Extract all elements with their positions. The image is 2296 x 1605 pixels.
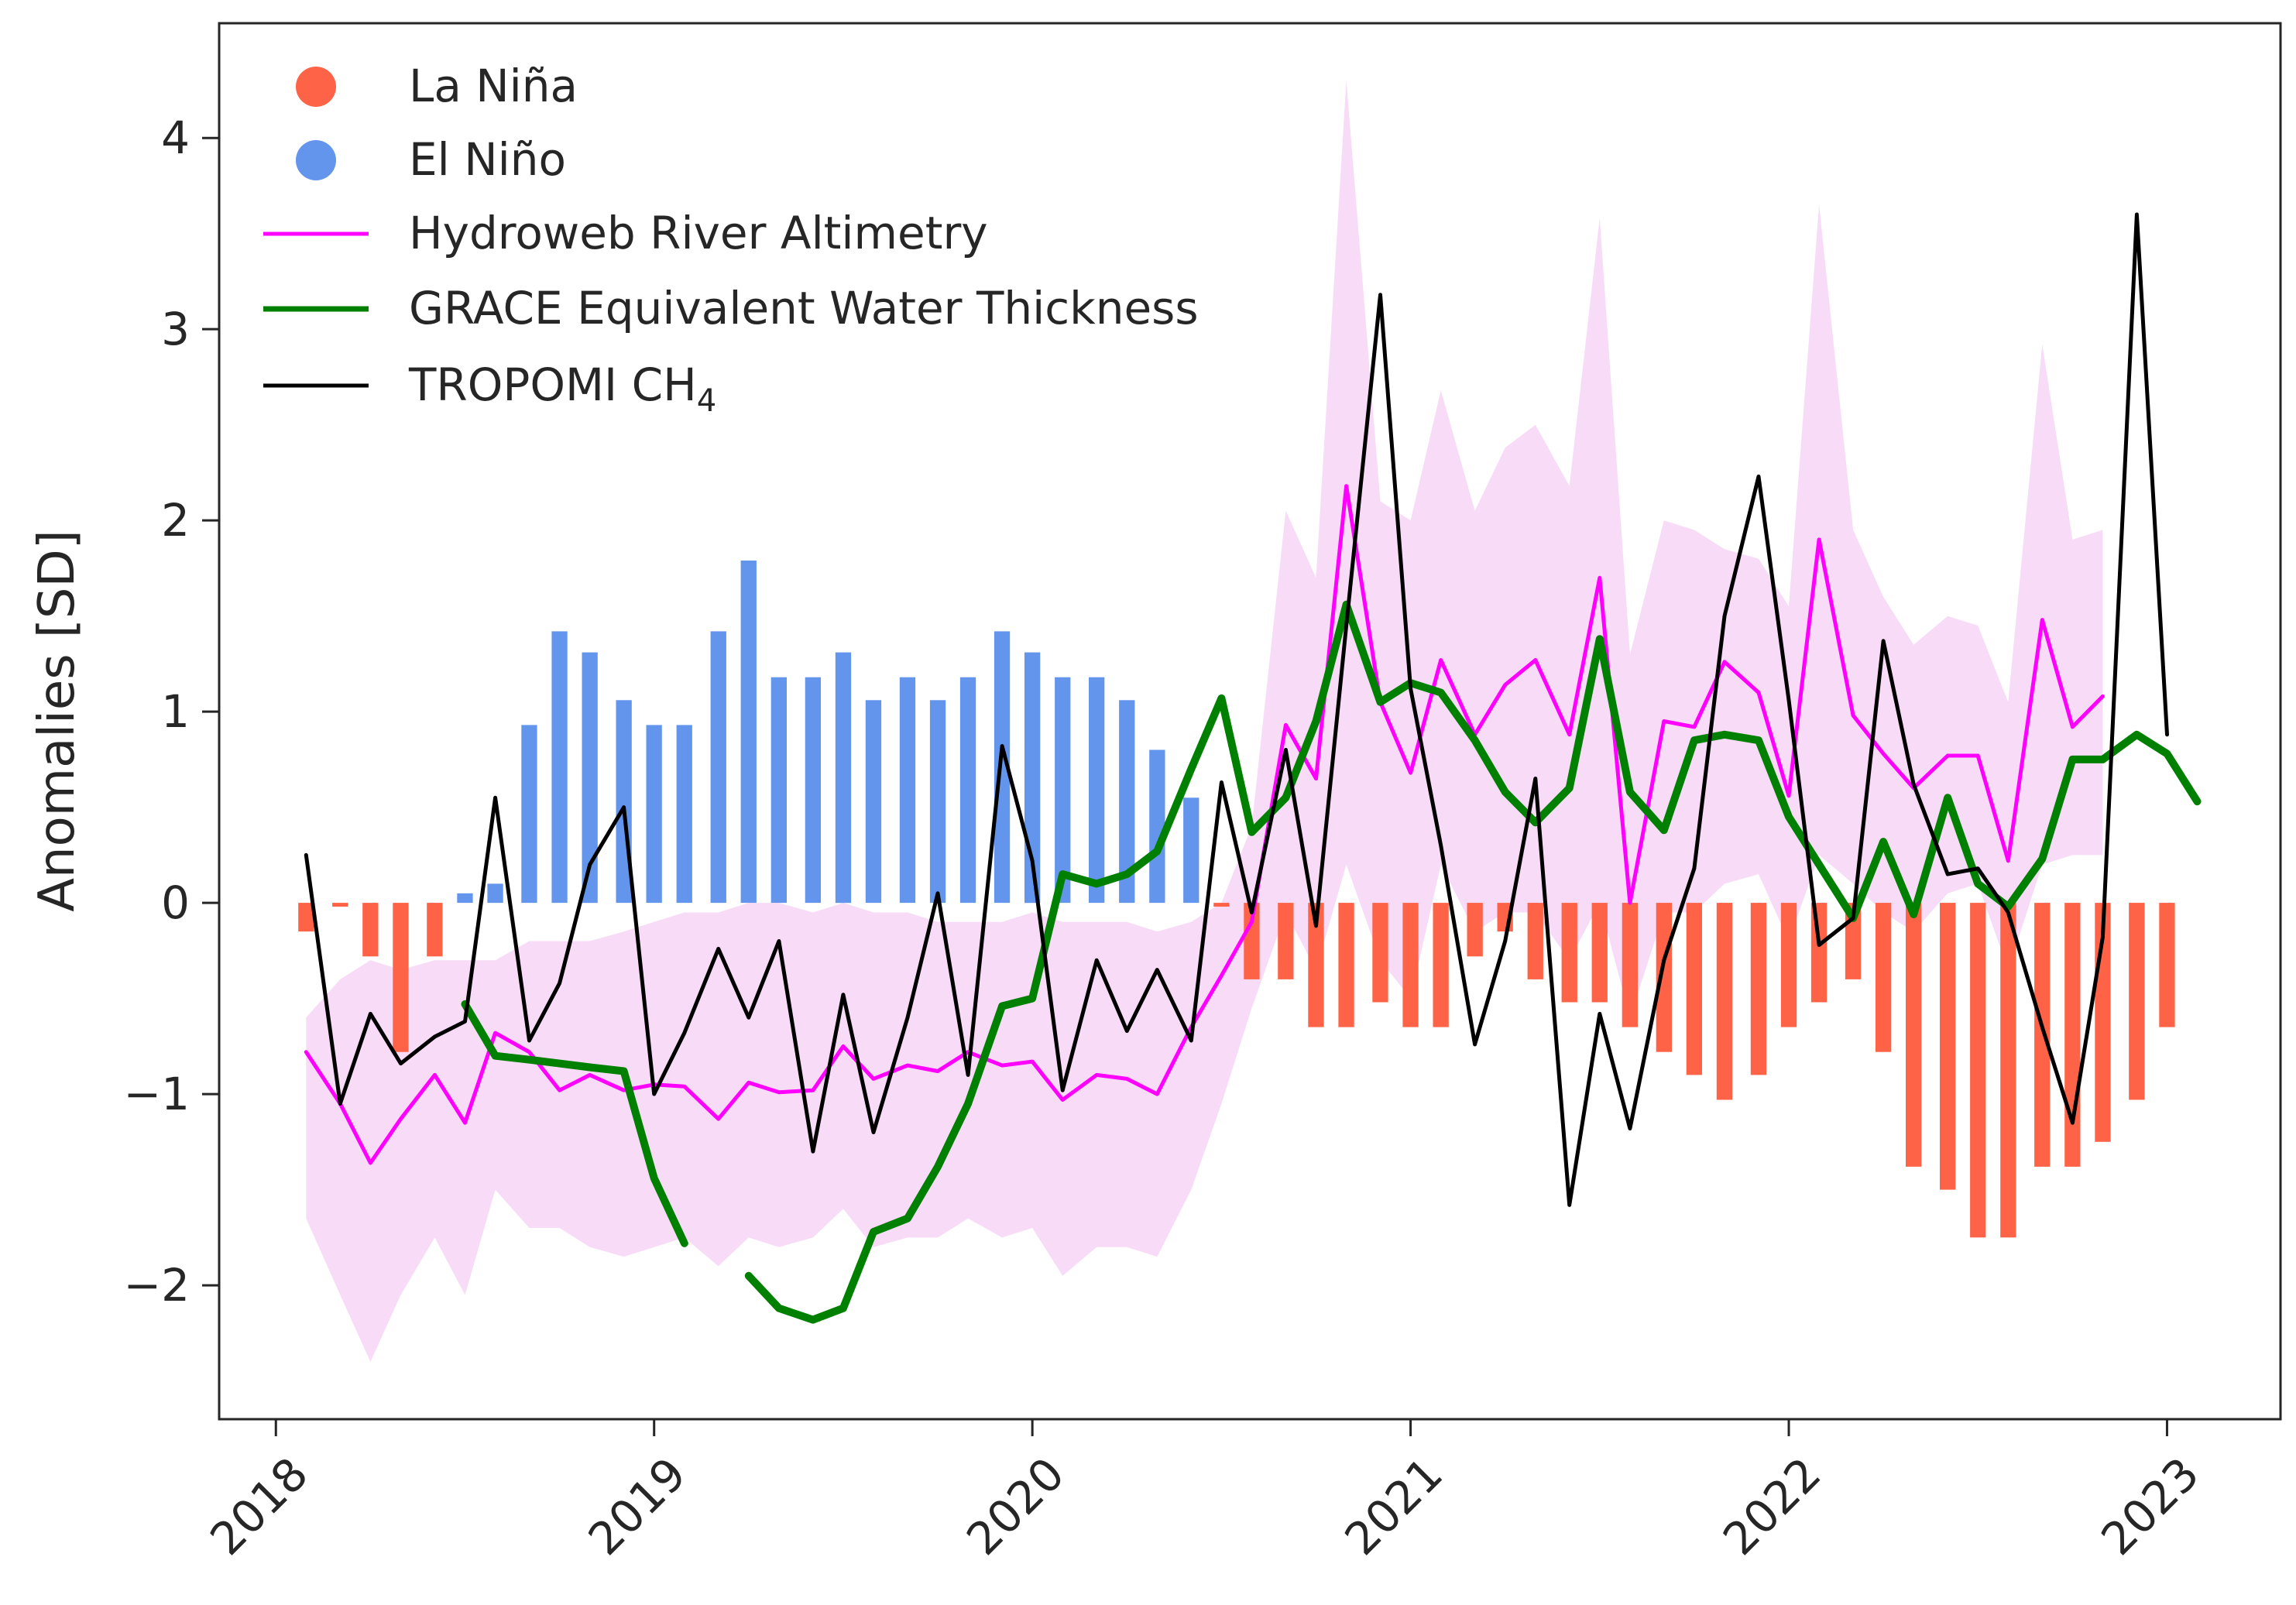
hydroweb-line	[304, 484, 2105, 1165]
la-nina-bar	[1527, 903, 1543, 979]
y-tick-label: 0	[161, 876, 190, 929]
la-nina-bar	[2159, 903, 2175, 1027]
la-nina-bar	[1244, 903, 1260, 979]
el-nino-bar	[646, 725, 662, 904]
la-nina-bar	[1591, 903, 1608, 1003]
la-nina-bar	[1372, 903, 1388, 1003]
la-nina-bar	[1622, 903, 1638, 1027]
el-nino-bar	[1149, 749, 1165, 904]
el-nino-bar	[835, 652, 852, 904]
la-nina-bar	[2000, 903, 2016, 1238]
legend-label-tropomi: TROPOMI CH4	[408, 358, 716, 419]
la-nina-bar	[298, 903, 314, 932]
el-nino-bar	[521, 725, 537, 904]
la-nina-bar	[1561, 903, 1577, 1003]
legend-marker-la-nina	[296, 67, 336, 107]
la-nina-bar	[1278, 903, 1294, 979]
y-tick-label: 3	[161, 303, 190, 355]
la-nina-bar	[2034, 903, 2051, 1167]
el-nino-bar	[487, 883, 503, 904]
el-nino-bar	[865, 700, 882, 904]
el-nino-bar	[929, 700, 946, 904]
y-axis-label: Anomalies [SD]	[29, 530, 86, 912]
y-tick-label: −2	[124, 1259, 190, 1312]
legend-marker-el-nino	[296, 140, 336, 180]
el-nino-bar	[994, 631, 1011, 904]
plot-frame	[218, 22, 2282, 1421]
el-nino-bar	[1183, 797, 1199, 904]
el-nino-bar	[551, 631, 568, 904]
el-nino-bar	[676, 725, 692, 904]
y-tick-label: 2	[161, 494, 190, 547]
la-nina-bar	[393, 903, 409, 1052]
y-tick-label: 1	[161, 685, 190, 738]
la-nina-bar	[1780, 903, 1797, 1027]
hydroweb-uncertainty-band-layer	[306, 81, 2103, 1362]
series-line-layer	[304, 212, 2202, 1324]
la-nina-bar	[1402, 903, 1419, 1027]
la-nina-bar	[1940, 903, 1956, 1190]
tropomi-line	[304, 212, 2169, 1207]
y-axis: −2 −1 0 1 2 3 4	[124, 111, 219, 1312]
la-nina-bar	[1750, 903, 1767, 1075]
hydroweb-band-0	[306, 81, 2103, 1362]
el-nino-bar	[959, 677, 976, 904]
el-nino-bar	[457, 893, 473, 904]
la-nina-bar	[1467, 903, 1483, 957]
el-nino-bar	[740, 561, 757, 904]
la-nina-bar	[1433, 903, 1449, 1027]
el-nino-bar	[770, 677, 787, 904]
legend-label-la-nina: La Niña	[409, 60, 578, 112]
legend-label-tropomi-subscript: 4	[697, 383, 716, 419]
enso-bar-layer	[298, 561, 2175, 1238]
y-tick-label: −1	[124, 1068, 190, 1120]
la-nina-bar	[1686, 903, 1702, 1075]
y-tick-label: 4	[161, 111, 190, 164]
la-nina-bar	[427, 903, 443, 957]
el-nino-bar	[899, 677, 916, 904]
legend-label-tropomi-text: TROPOMI CH	[408, 358, 697, 411]
el-nino-bar	[1055, 677, 1071, 904]
la-nina-bar	[1213, 903, 1230, 907]
la-nina-bar	[1338, 903, 1354, 1027]
la-nina-bar	[2064, 903, 2081, 1167]
la-nina-bar	[2129, 903, 2145, 1100]
el-nino-bar	[1119, 700, 1135, 904]
la-nina-bar	[1810, 903, 1828, 1003]
el-nino-bar	[1089, 677, 1105, 904]
legend: La Niña El Niño Hydroweb River Altimetry…	[263, 60, 1199, 419]
el-nino-bar	[710, 631, 726, 904]
la-nina-bar	[332, 903, 348, 907]
la-nina-bar	[1970, 903, 1986, 1238]
el-nino-bar	[805, 677, 821, 904]
legend-label-hydroweb: Hydroweb River Altimetry	[409, 207, 988, 259]
la-nina-bar	[1906, 903, 1922, 1167]
el-nino-bar	[582, 652, 598, 904]
legend-label-grace: GRACE Equivalent Water Thickness	[409, 282, 1199, 334]
la-nina-bar	[1308, 903, 1324, 1027]
la-nina-bar	[1716, 903, 1733, 1100]
la-nina-bar	[1656, 903, 1672, 1052]
la-nina-bar	[1876, 903, 1892, 1052]
la-nina-bar	[362, 903, 379, 957]
legend-label-el-nino: El Niño	[409, 133, 566, 186]
grace-line	[461, 600, 2202, 1324]
